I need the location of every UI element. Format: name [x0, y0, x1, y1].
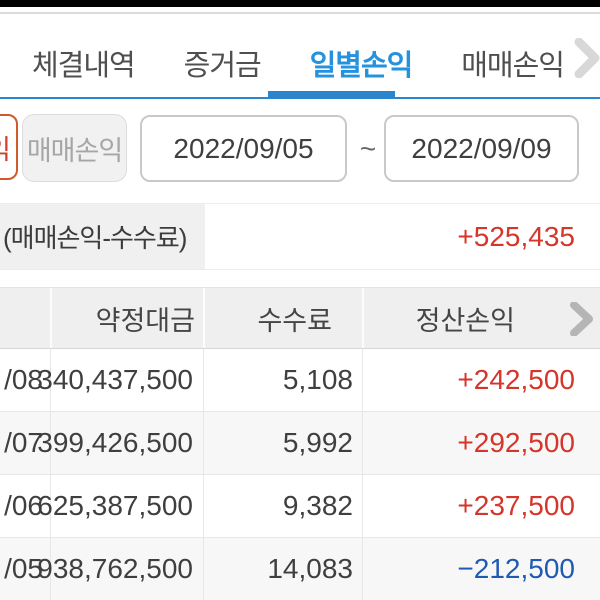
cell-contract-amount: 399,426,500 — [37, 412, 203, 474]
cell-settlement-pl: +242,500 — [362, 349, 600, 411]
tab-bar: 체결내역 증거금 일별손익 매매손익 — [0, 14, 600, 99]
date-range-tilde: ~ — [359, 132, 377, 164]
cell-contract-amount: 340,437,500 — [37, 349, 203, 411]
cell-date: /06 — [4, 490, 43, 521]
table-row[interactable]: /06 625,387,500 9,382 +237,500 — [0, 475, 600, 538]
table-row[interactable]: /07 399,426,500 5,992 +292,500 — [0, 412, 600, 475]
trade-pl-filter-button[interactable]: 매매손익 — [22, 114, 127, 182]
table-header: 약정대금 수수료 정산손익 — [0, 287, 600, 349]
tab-trading-pl[interactable]: 매매손익 — [461, 49, 565, 82]
cell-date: /07 — [4, 427, 43, 458]
cell-contract-amount: 625,387,500 — [37, 475, 203, 537]
tab-daily-pl[interactable]: 일별손익 — [309, 49, 414, 82]
tab-execution-history[interactable]: 체결내역 — [32, 49, 136, 82]
header-date — [0, 288, 50, 348]
table-row[interactable]: /05 938,762,500 14,083 −212,500 — [0, 538, 600, 600]
selected-filter-button-partial[interactable]: 익 — [0, 114, 18, 180]
header-contract-amount: 약정대금 — [50, 288, 203, 348]
cell-settlement-pl: +237,500 — [362, 475, 600, 537]
table-scroll-right-icon[interactable] — [570, 302, 594, 336]
top-black-bar — [0, 0, 600, 7]
cell-fee: 5,992 — [203, 412, 362, 474]
header-settlement-pl: 정산손익 — [362, 288, 600, 348]
summary-value: +525,435 — [457, 220, 575, 252]
chevron-right-icon[interactable] — [574, 38, 600, 78]
date-from-input[interactable]: 2022/09/05 — [140, 115, 347, 182]
top-gap — [0, 7, 600, 12]
cell-contract-amount: 938,762,500 — [37, 538, 203, 600]
top-divider-line — [0, 12, 600, 14]
summary-label: (매매손익-수수료) — [0, 204, 205, 269]
cell-fee: 5,108 — [203, 349, 362, 411]
cell-settlement-pl: +292,500 — [362, 412, 600, 474]
filter-row: 익 매매손익 2022/09/05 ~ 2022/09/09 — [0, 99, 600, 203]
cell-fee: 14,083 — [203, 538, 362, 600]
cell-settlement-pl: −212,500 — [362, 538, 600, 600]
header-fee: 수수료 — [203, 288, 362, 348]
cell-fee: 9,382 — [203, 475, 362, 537]
summary-row: (매매손익-수수료) +525,435 — [0, 203, 600, 270]
active-tab-indicator — [268, 91, 395, 99]
date-to-input[interactable]: 2022/09/09 — [384, 115, 579, 182]
cell-date: /05 — [4, 553, 43, 584]
tab-margin[interactable]: 증거금 — [183, 49, 262, 82]
cell-date: /08 — [4, 364, 43, 395]
table-row[interactable]: /08 340,437,500 5,108 +242,500 — [0, 349, 600, 412]
spacer — [0, 270, 600, 287]
